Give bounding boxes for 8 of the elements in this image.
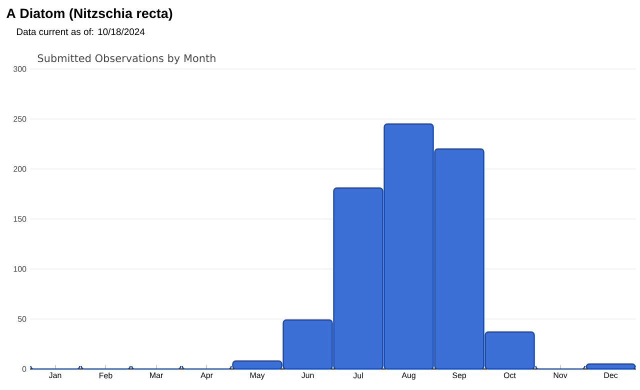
chart-title: A Diatom (Nitzschia recta)	[6, 8, 172, 21]
text: Submitted Observations by Month	[38, 54, 216, 64]
chart-subtitle: Data current as of: 10/18/2024	[16, 28, 145, 36]
bar	[282, 319, 333, 370]
bar	[384, 123, 434, 370]
bar	[484, 331, 535, 370]
bar	[434, 148, 484, 370]
bar	[333, 187, 384, 370]
